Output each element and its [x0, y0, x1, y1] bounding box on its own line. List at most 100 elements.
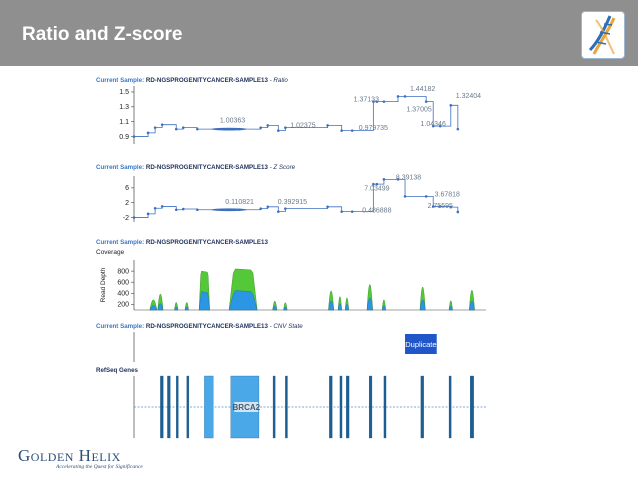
cnv-segment-label: Duplicate [405, 340, 436, 349]
zscore-point [277, 210, 280, 213]
zscore-point [382, 178, 386, 181]
coverage-peak-blue [381, 305, 386, 311]
title-bar: Ratio and Z-score [0, 0, 638, 66]
zscore-segment-blob [211, 208, 248, 212]
zscore-point [456, 210, 460, 214]
refseq-exon [272, 375, 276, 439]
refseq-exon [186, 375, 190, 439]
ratio-point [174, 127, 178, 131]
zscore-y-tick-label: -2 [123, 215, 129, 222]
refseq-exon [339, 375, 343, 439]
refseq-exon [368, 375, 373, 439]
refseq-exon [329, 375, 333, 439]
coverage-y-tick-label: 400 [117, 291, 129, 298]
coverage-peak-blue [344, 304, 349, 311]
ratio-y-tick-label: 1.5 [119, 89, 129, 96]
zscore-point [375, 182, 379, 186]
zscore-y-tick-label: 2 [125, 200, 129, 207]
ratio-value-label: 1.00363 [220, 117, 245, 124]
refseq-exon [167, 375, 171, 439]
coverage-subtitle: Coverage [96, 249, 125, 256]
coverage-header: Current Sample: RD-NGSPROGENITYCANCER-SA… [96, 239, 268, 246]
coverage-peak-blue [283, 306, 288, 311]
zscore-point [340, 210, 343, 213]
zscore-point [403, 195, 407, 198]
coverage-peak-blue [198, 291, 210, 311]
refseq-exon [204, 375, 214, 439]
zscore-value-label: 0.392915 [278, 199, 307, 206]
ratio-point [284, 126, 287, 129]
zscore-point [438, 205, 442, 208]
ratio-point [259, 126, 263, 129]
ratio-y-tick-label: 1.3 [119, 104, 129, 111]
coverage-peak-blue [272, 305, 278, 311]
ratio-value-label: 0.979735 [359, 125, 388, 132]
refseq-gene-label: BRCA2 [233, 403, 261, 412]
coverage-y-tick-label: 800 [117, 268, 129, 275]
slide-title: Ratio and Z-score [22, 24, 183, 45]
refseq-exon [448, 375, 452, 439]
refseq-exon [346, 375, 350, 439]
coverage-peak-blue [149, 305, 158, 311]
zscore-point [196, 208, 199, 212]
cnv-figure: Current Sample: RD-NGSPROGENITYCANCER-SA… [88, 70, 498, 450]
zscore-point [259, 207, 263, 210]
ratio-point [196, 127, 199, 131]
coverage-peak-blue [228, 290, 258, 311]
refseq-title: RefSeq Genes [96, 367, 139, 374]
ratio-value-label: 1.37133 [354, 97, 379, 104]
zscore-point [396, 178, 400, 181]
dna-logo-icon [581, 11, 625, 59]
cnv-header: Current Sample: RD-NGSPROGENITYCANCER-SA… [96, 323, 303, 330]
coverage-peak-blue [174, 306, 179, 311]
ratio-y-tick-label: 1.1 [119, 119, 129, 126]
refseq-exon [470, 375, 474, 439]
zscore-y-tick-label: 6 [125, 185, 129, 192]
ratio-point [277, 129, 280, 132]
zscore-point [181, 207, 185, 211]
refseq-exon [285, 375, 288, 439]
ratio-point [132, 135, 136, 138]
coverage-peak-blue [328, 300, 334, 311]
ratio-point [181, 126, 185, 129]
coverage-peak-blue [366, 297, 373, 311]
zscore-value-label: 2.75595 [428, 203, 453, 210]
zscore-point [372, 182, 375, 186]
coverage-peak-blue [184, 306, 189, 311]
footer-tagline: Accelerating the Quest for Significance [56, 464, 143, 470]
ratio-header: Current Sample: RD-NGSPROGENITYCANCER-SA… [96, 77, 288, 84]
zscore-header: Current Sample: RD-NGSPROGENITYCANCER-SA… [96, 164, 296, 171]
ratio-point [375, 100, 379, 103]
zscore-value-label: 0.486888 [362, 207, 391, 214]
zscore-value-label: 7.03499 [364, 185, 389, 192]
coverage-peak-blue [157, 303, 164, 311]
ratio-value-label: 1.32404 [456, 93, 481, 100]
ratio-value-label: 1.02375 [290, 123, 315, 130]
ratio-point [382, 100, 386, 103]
ratio-series-line [134, 96, 459, 137]
refseq-exon [420, 375, 424, 439]
refseq-exon [160, 375, 164, 439]
footer-logo: Golden Helix Accelerating the Quest for … [18, 446, 143, 470]
refseq-gene-label-bg [234, 402, 259, 412]
ratio-point [160, 123, 164, 126]
ratio-segment-blob [211, 127, 248, 131]
zscore-point [431, 205, 435, 208]
zscore-point [146, 212, 150, 216]
coverage-y-tick-label: 200 [117, 302, 129, 309]
zscore-point [174, 208, 178, 212]
ratio-point [153, 126, 157, 129]
refseq-exon [176, 375, 179, 439]
coverage-peak-blue [469, 300, 475, 311]
cnv-segment [405, 334, 437, 354]
coverage-y-tick-label: 600 [117, 280, 129, 287]
ratio-point [326, 124, 329, 127]
coverage-y-label: Read Depth [100, 267, 107, 302]
zscore-value-label: 0.110821 [225, 199, 254, 206]
zscore-point [160, 205, 164, 208]
refseq-exon [383, 375, 387, 439]
cnv-figure-svg: Current Sample: RD-NGSPROGENITYCANCER-SA… [96, 77, 486, 439]
ratio-point [431, 124, 435, 128]
coverage-peak-blue [337, 303, 342, 311]
zscore-point [284, 207, 287, 210]
